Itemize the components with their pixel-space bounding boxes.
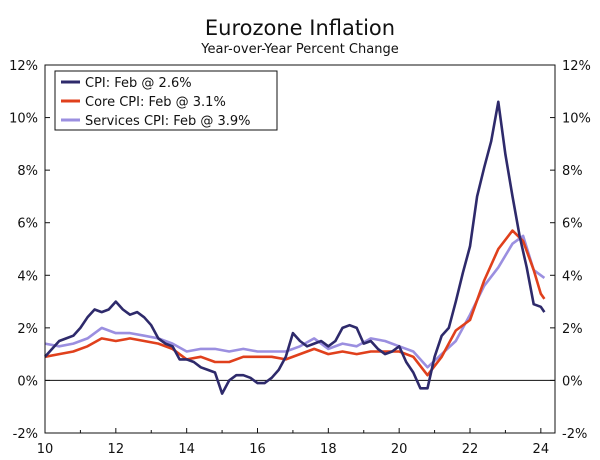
axis-ticks: -2% -2% 0% 0% 2% 2% 4% 4% 6% 6% 8% 8% 10% 10% 12% 12% 10… <box>9 59 591 457</box>
plot-frame <box>44 64 556 434</box>
x-tick-label: 18 <box>320 442 337 457</box>
y-tick-label-right: 0% <box>562 374 583 389</box>
legend-entry-0: CPI: Feb @ 2.6% <box>85 76 192 91</box>
y-tick-label-right: 6% <box>562 217 583 232</box>
y-tick-label-right: 12% <box>562 59 591 74</box>
x-tick-label: 22 <box>462 442 479 457</box>
y-tick-label-left: 12% <box>9 59 38 74</box>
legend-entry-1: Core CPI: Feb @ 3.1% <box>85 95 226 110</box>
series-line-1 <box>44 229 546 377</box>
y-tick-label-right: 8% <box>562 164 583 179</box>
y-tick-label-left: 0% <box>17 374 38 389</box>
series-line-2 <box>44 234 546 369</box>
y-tick-label-left: 10% <box>9 112 38 127</box>
legend-box <box>54 70 278 131</box>
series-line-0 <box>44 100 546 395</box>
y-tick-label-right: -2% <box>562 427 587 442</box>
chart-title: Eurozone Inflation <box>205 16 395 40</box>
legend-entry-2: Services CPI: Feb @ 3.9% <box>85 114 251 129</box>
y-tick-label-left: 4% <box>17 269 38 284</box>
y-tick-label-left: -2% <box>13 427 38 442</box>
legend: CPI: Feb @ 2.6% Core CPI: Feb @ 3.1% Servi… <box>54 70 278 131</box>
y-tick-label-left: 2% <box>17 322 38 337</box>
x-tick-label: 14 <box>178 442 195 457</box>
y-tick-label-right: 4% <box>562 269 583 284</box>
y-tick-label-left: 6% <box>17 217 38 232</box>
chart-subtitle: Year-over-Year Percent Change <box>200 42 398 57</box>
x-tick-label: 16 <box>249 442 266 457</box>
x-tick-label: 24 <box>533 442 550 457</box>
x-tick-label: 12 <box>108 442 125 457</box>
series-lines <box>44 100 546 395</box>
y-tick-label-right: 10% <box>562 112 591 127</box>
y-tick-label-left: 8% <box>17 164 38 179</box>
x-tick-label: 20 <box>391 442 408 457</box>
y-tick-label-right: 2% <box>562 322 583 337</box>
x-tick-label: 10 <box>37 442 54 457</box>
